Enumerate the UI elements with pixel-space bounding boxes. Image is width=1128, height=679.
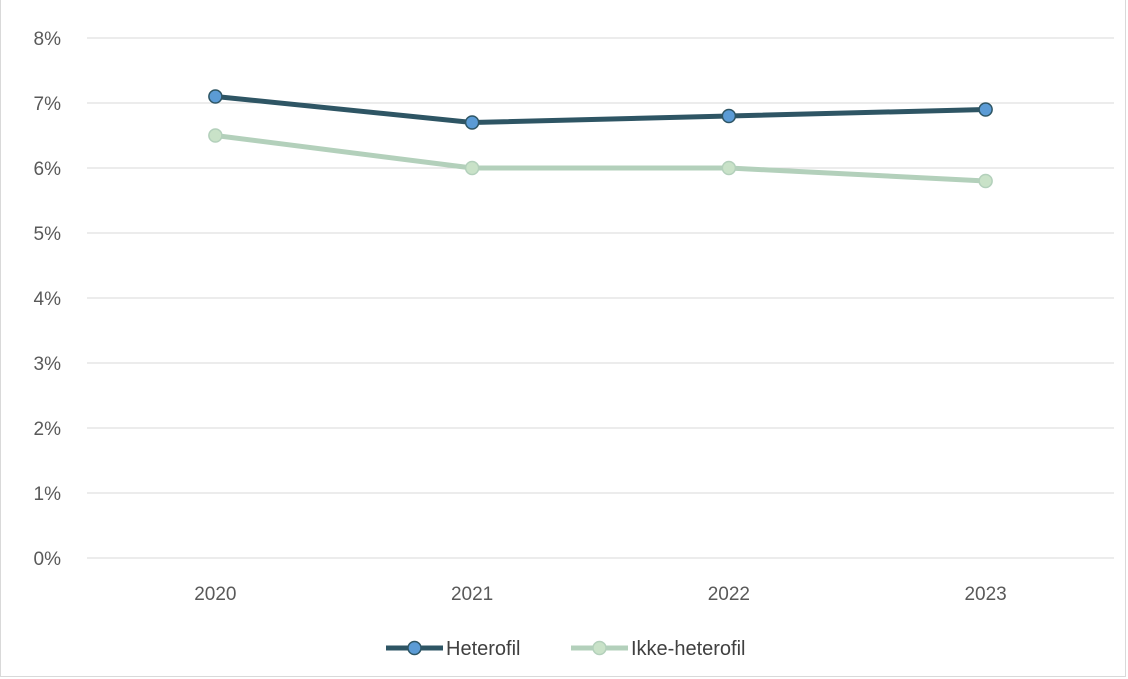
y-tick-label: 8% — [34, 29, 62, 50]
series-layer — [208, 89, 993, 189]
legend-label: Ikke-heterofil — [631, 638, 746, 660]
y-tick-label: 4% — [34, 289, 62, 310]
y-tick-label: 2% — [34, 419, 62, 440]
data-point[interactable] — [721, 160, 737, 176]
legend: Heterofil Ikke-heterofil — [386, 638, 746, 660]
y-tick-label: 6% — [34, 159, 62, 180]
y-tick-label: 3% — [34, 354, 62, 375]
legend-label: Heterofil — [446, 638, 520, 660]
data-point[interactable] — [721, 108, 737, 124]
data-point[interactable] — [978, 173, 993, 189]
x-tick-label: 2020 — [194, 584, 236, 605]
x-axis-tick-labels: 2020 2021 2022 2023 — [194, 584, 1007, 605]
y-tick-label: 5% — [34, 224, 62, 245]
data-point[interactable] — [978, 102, 993, 117]
data-point[interactable] — [208, 89, 223, 104]
legend-marker — [407, 640, 422, 656]
x-tick-label: 2023 — [964, 584, 1006, 605]
x-tick-label: 2022 — [708, 584, 750, 605]
series-line — [212, 94, 989, 125]
series-line — [212, 133, 989, 184]
x-tick-label: 2021 — [451, 584, 493, 605]
y-tick-label: 1% — [34, 484, 62, 505]
gridlines — [87, 37, 1114, 559]
data-point[interactable] — [208, 128, 223, 143]
legend-item[interactable]: Ikke-heterofil — [571, 638, 746, 660]
series-1 — [208, 128, 993, 189]
y-tick-label: 7% — [34, 94, 62, 115]
y-axis-tick-labels: 0% 1% 2% 3% 4% 5% 6% 7% 8% — [34, 29, 62, 570]
data-point[interactable] — [464, 115, 480, 130]
legend-marker — [592, 640, 607, 656]
data-point[interactable] — [464, 160, 480, 176]
y-tick-label: 0% — [34, 549, 62, 570]
legend-item[interactable]: Heterofil — [386, 638, 520, 660]
series-0 — [208, 89, 993, 130]
